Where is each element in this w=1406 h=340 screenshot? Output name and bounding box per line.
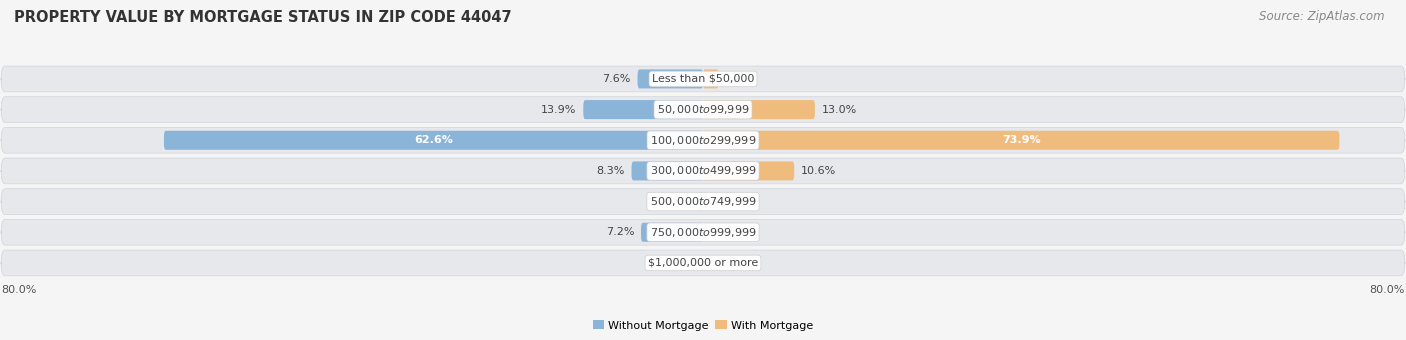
Text: 13.0%: 13.0% — [823, 105, 858, 115]
FancyBboxPatch shape — [1, 128, 1405, 153]
Text: PROPERTY VALUE BY MORTGAGE STATUS IN ZIP CODE 44047: PROPERTY VALUE BY MORTGAGE STATUS IN ZIP… — [14, 10, 512, 25]
FancyBboxPatch shape — [1, 219, 1405, 245]
Text: $750,000 to $999,999: $750,000 to $999,999 — [650, 226, 756, 239]
Text: 62.6%: 62.6% — [413, 135, 453, 145]
Text: $50,000 to $99,999: $50,000 to $99,999 — [657, 103, 749, 116]
Text: 73.9%: 73.9% — [1002, 135, 1040, 145]
FancyBboxPatch shape — [703, 69, 718, 88]
FancyBboxPatch shape — [703, 100, 815, 119]
FancyBboxPatch shape — [583, 100, 703, 119]
Text: 13.9%: 13.9% — [541, 105, 576, 115]
Text: 80.0%: 80.0% — [1, 285, 37, 295]
FancyBboxPatch shape — [703, 162, 794, 181]
Text: Source: ZipAtlas.com: Source: ZipAtlas.com — [1260, 10, 1385, 23]
FancyBboxPatch shape — [165, 131, 703, 150]
Text: $100,000 to $299,999: $100,000 to $299,999 — [650, 134, 756, 147]
Text: 7.6%: 7.6% — [602, 74, 631, 84]
FancyBboxPatch shape — [1, 66, 1405, 92]
FancyBboxPatch shape — [1, 158, 1405, 184]
Text: $500,000 to $749,999: $500,000 to $749,999 — [650, 195, 756, 208]
Text: 1.8%: 1.8% — [725, 74, 754, 84]
FancyBboxPatch shape — [703, 192, 706, 211]
Text: 8.3%: 8.3% — [596, 166, 624, 176]
Text: 0.0%: 0.0% — [672, 258, 700, 268]
Text: 80.0%: 80.0% — [1369, 285, 1405, 295]
Text: Less than $50,000: Less than $50,000 — [652, 74, 754, 84]
FancyBboxPatch shape — [703, 223, 706, 242]
Text: $1,000,000 or more: $1,000,000 or more — [648, 258, 758, 268]
Text: 0.0%: 0.0% — [706, 258, 734, 268]
FancyBboxPatch shape — [1, 189, 1405, 215]
Text: 0.55%: 0.55% — [657, 197, 692, 207]
Text: 0.38%: 0.38% — [713, 227, 748, 237]
FancyBboxPatch shape — [1, 97, 1405, 122]
FancyBboxPatch shape — [637, 69, 703, 88]
Text: $300,000 to $499,999: $300,000 to $499,999 — [650, 165, 756, 177]
FancyBboxPatch shape — [703, 131, 1340, 150]
Legend: Without Mortgage, With Mortgage: Without Mortgage, With Mortgage — [588, 316, 818, 335]
FancyBboxPatch shape — [1, 250, 1405, 276]
Text: 0.38%: 0.38% — [713, 197, 748, 207]
FancyBboxPatch shape — [641, 223, 703, 242]
FancyBboxPatch shape — [631, 162, 703, 181]
Text: 7.2%: 7.2% — [606, 227, 634, 237]
Text: 10.6%: 10.6% — [801, 166, 837, 176]
FancyBboxPatch shape — [699, 192, 703, 211]
